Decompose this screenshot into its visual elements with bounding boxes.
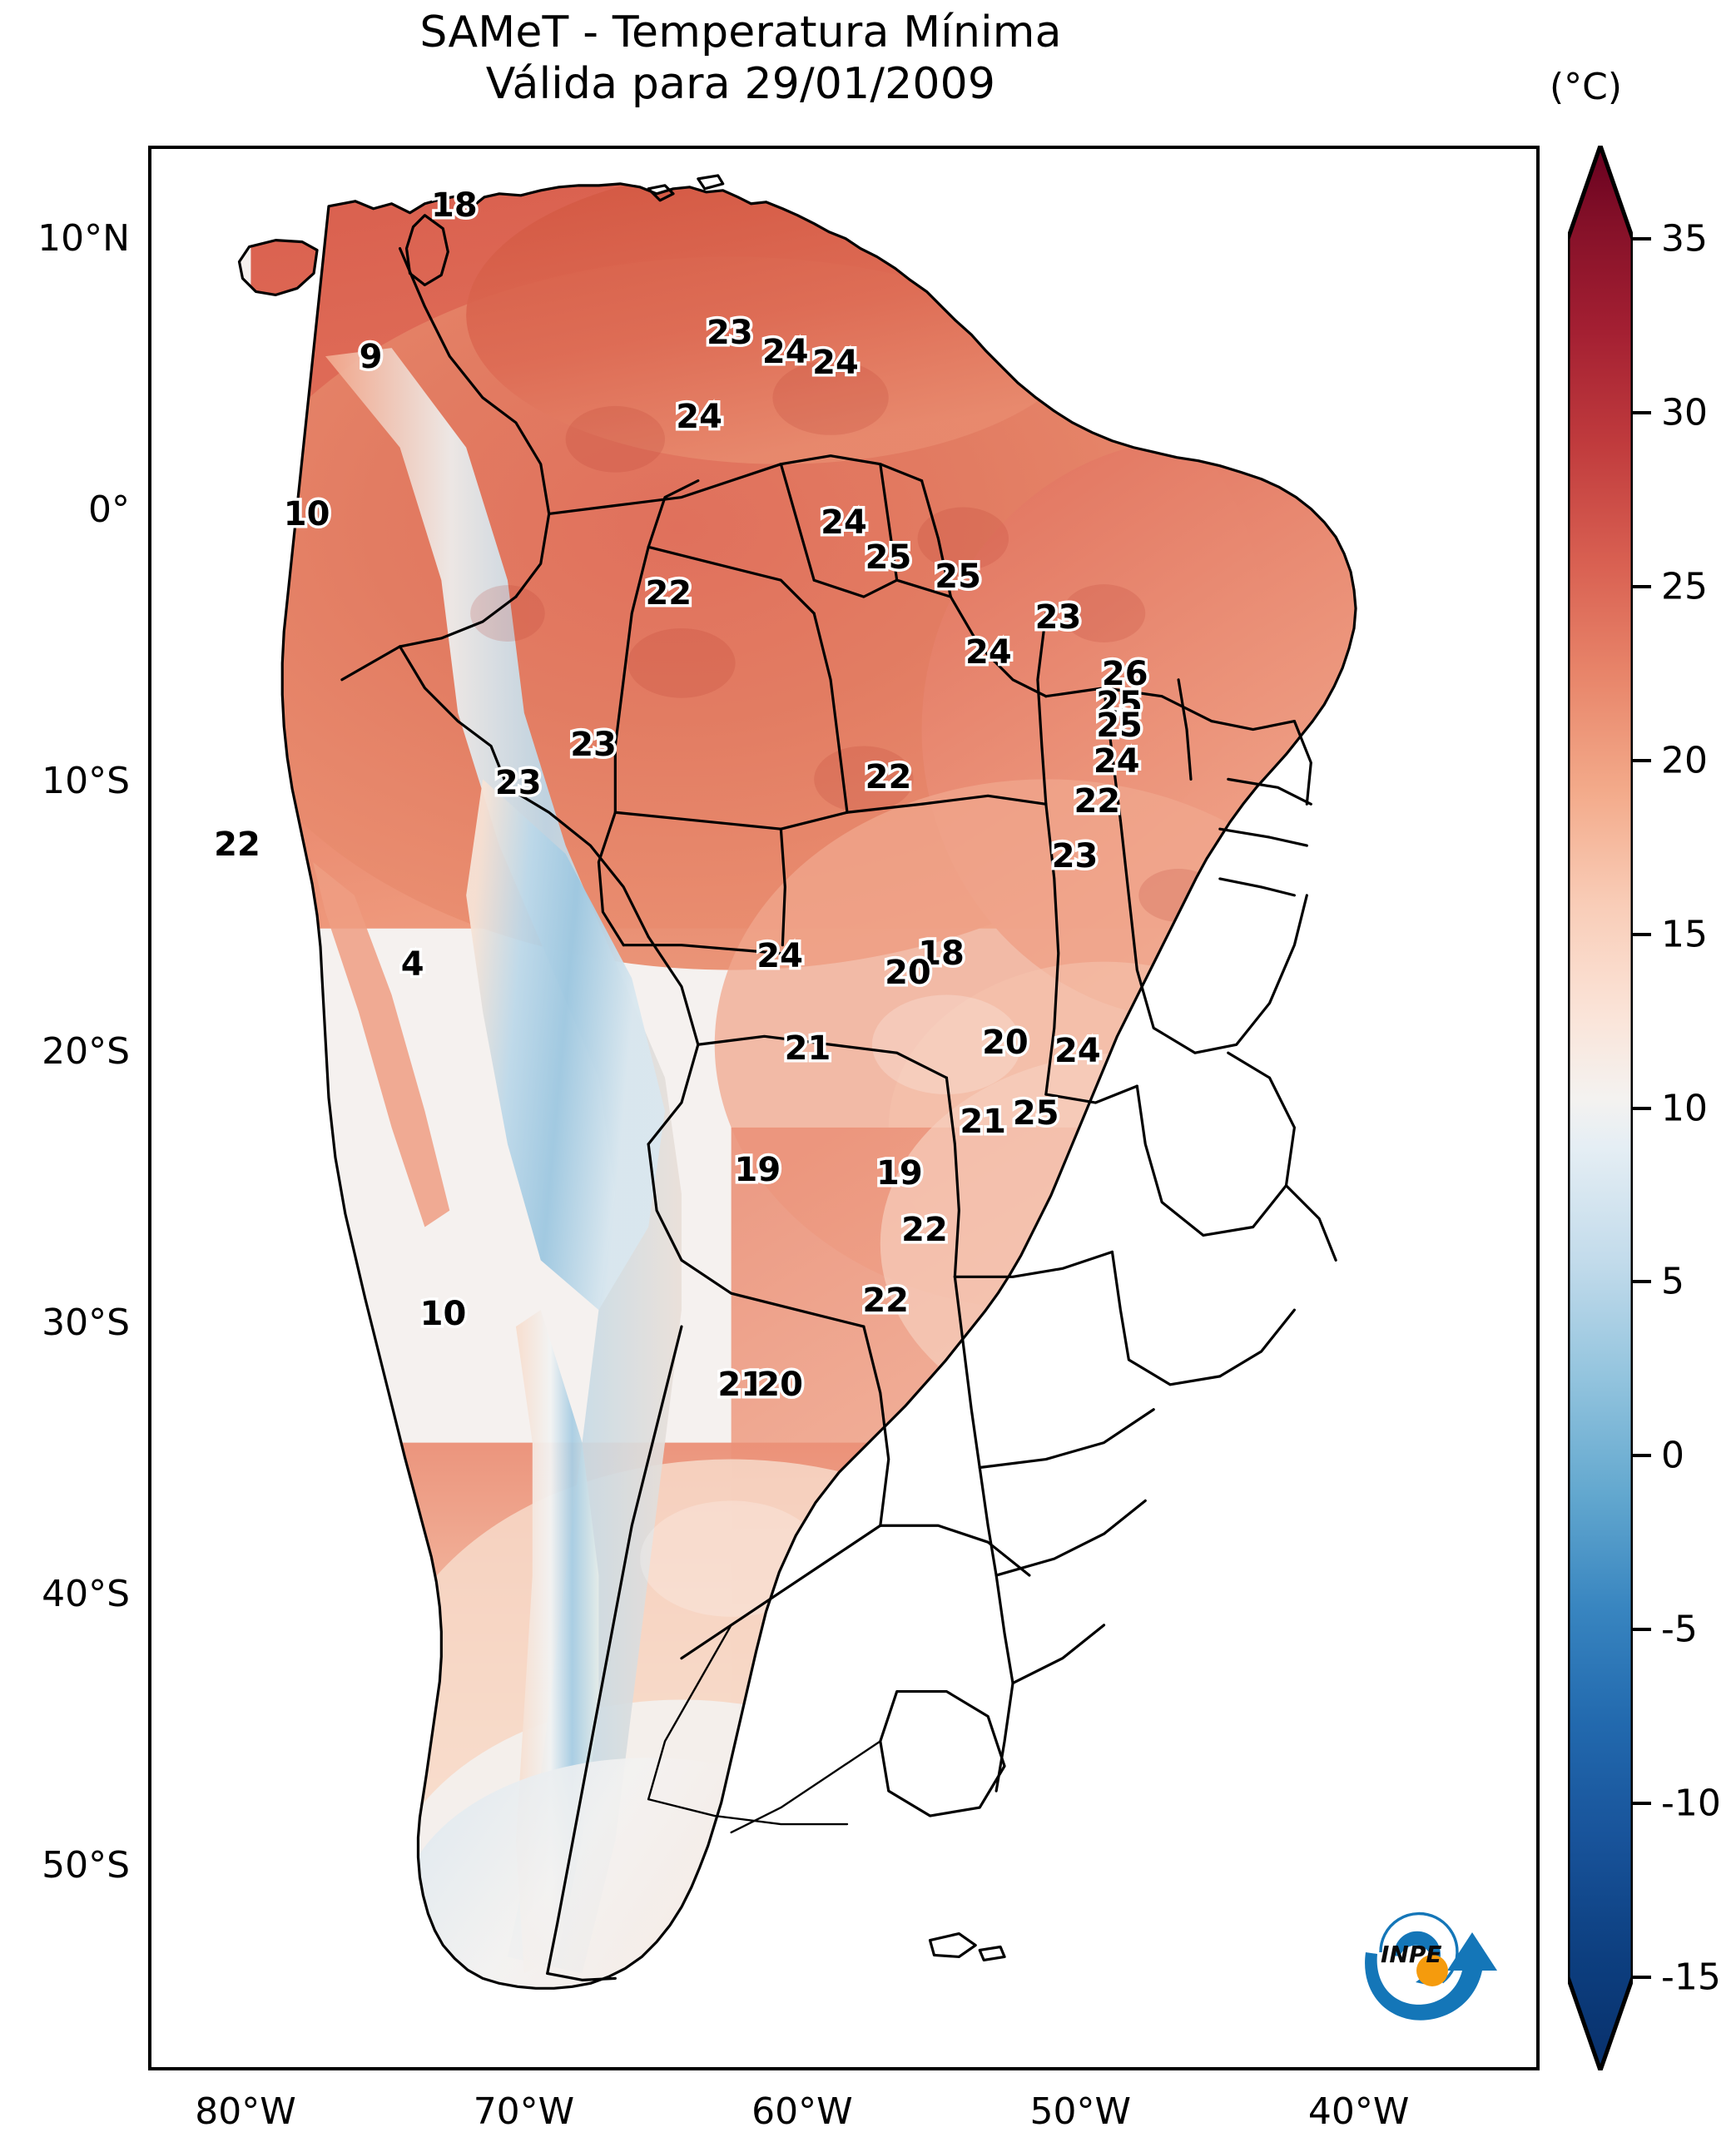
colorbar-tick-label: 15: [1661, 913, 1708, 956]
station-value-label: 21: [957, 1099, 1009, 1143]
colorbar-tick-mark: [1633, 410, 1651, 414]
title-line-2: Válida para 29/01/2009: [485, 59, 996, 110]
station-value-label: 23: [492, 761, 544, 805]
station-value-label: 22: [211, 823, 264, 867]
colorbar-tick-mark: [1633, 1454, 1651, 1458]
colorbar-tick-label: 25: [1661, 565, 1708, 608]
title-line-1: SAMeT - Temperatura Mínima: [419, 7, 1062, 57]
y-tick-label: 0°: [88, 488, 130, 531]
colorbar-tick-label: 0: [1661, 1434, 1684, 1477]
colorbar-tick-mark: [1633, 758, 1651, 762]
station-value-label: 25: [1009, 1092, 1062, 1136]
x-tick-label: 50°W: [1029, 2090, 1131, 2133]
colorbar-tick-mark: [1633, 1280, 1651, 1284]
colorbar-tick-mark: [1633, 584, 1651, 588]
inpe-wordmark: INPE: [1381, 1941, 1442, 1968]
station-value-label: 23: [1049, 834, 1101, 878]
station-value-label: 24: [754, 935, 806, 979]
colorbar-tick-label: -10: [1661, 1782, 1721, 1825]
colorbar-gradient: [1568, 146, 1633, 2070]
colorbar-tick-mark: [1633, 1802, 1651, 1806]
colorbar-tick-mark: [1633, 1976, 1651, 1979]
colorbar-tick-label: -5: [1661, 1608, 1698, 1651]
y-tick-label: 30°S: [42, 1302, 130, 1345]
colorbar-unit-label: (°C): [1550, 66, 1623, 108]
station-value-label: 21: [781, 1026, 834, 1070]
station-value-label: 19: [732, 1148, 784, 1193]
colorbar-tick-mark: [1633, 237, 1651, 240]
colorbar-tick-label: 10: [1661, 1087, 1708, 1129]
station-value-label: 23: [704, 310, 756, 355]
station-value-label: 24: [759, 330, 811, 374]
station-value-label: 24: [818, 500, 870, 544]
station-value-label: 24: [963, 631, 1015, 675]
station-value-label: 24: [1090, 739, 1143, 783]
south-america-temperature-map: [237, 174, 1357, 1990]
coastline-and-borders: [237, 174, 1357, 1990]
colorbar-tick-label: 35: [1661, 217, 1708, 260]
station-value-label: 24: [1052, 1029, 1104, 1074]
station-value-label: 25: [1094, 704, 1146, 748]
colorbar-tick-mark: [1633, 1628, 1651, 1632]
station-value-label: 25: [932, 554, 985, 598]
y-tick-label: 40°S: [42, 1572, 130, 1615]
station-value-label: 23: [1032, 595, 1084, 639]
station-value-label: 22: [862, 756, 915, 800]
station-value-label: 18: [429, 183, 481, 227]
station-value-label: 22: [642, 571, 695, 615]
station-value-label: 19: [874, 1151, 926, 1195]
colorbar[interactable]: (°C): [1550, 66, 1734, 2070]
station-value-label: 9: [356, 335, 385, 379]
station-value-label: 22: [860, 1278, 912, 1322]
y-tick-label: 10°N: [37, 217, 130, 260]
station-value-label: 10: [280, 493, 333, 537]
station-value-label: 23: [568, 722, 620, 766]
orange-circle-icon: [1416, 1955, 1448, 1986]
x-tick-label: 40°W: [1307, 2090, 1410, 2133]
y-tick-label: 50°S: [42, 1843, 130, 1887]
x-tick-label: 70°W: [473, 2090, 575, 2133]
swoosh-arrow-icon: [1365, 1932, 1497, 2021]
station-value-label: 26: [1099, 652, 1151, 697]
chart-title: SAMeT - Temperatura Mínima Válida para 2…: [0, 7, 1481, 111]
colorbar-tick-label: 30: [1661, 391, 1708, 434]
x-tick-label: 60°W: [751, 2090, 853, 2133]
colorbar-tick-label: -15: [1661, 1956, 1721, 1999]
map-plot-area: [148, 146, 1540, 2070]
colorbar-tick-mark: [1633, 1106, 1651, 1110]
inpe-logo: INPE: [1334, 1872, 1500, 2039]
station-value-label: 22: [899, 1208, 951, 1252]
station-value-label: 20: [980, 1021, 1032, 1065]
station-value-label: 22: [1071, 780, 1123, 824]
station-value-label: 20: [882, 950, 935, 994]
station-value-label: 10: [417, 1292, 469, 1336]
station-value-label: 21: [715, 1362, 767, 1406]
x-tick-label: 80°W: [195, 2090, 296, 2133]
temperature-raster: [239, 183, 1357, 1989]
colorbar-tick-mark: [1633, 932, 1651, 936]
station-value-label: 24: [673, 394, 726, 439]
y-tick-label: 20°S: [42, 1030, 130, 1074]
station-value-label: 4: [398, 942, 427, 986]
colorbar-tick-label: 5: [1661, 1260, 1684, 1303]
station-value-label: 20: [754, 1362, 806, 1406]
colorbar-tick-label: 20: [1661, 739, 1708, 782]
station-value-label: 18: [915, 931, 968, 975]
station-value-label: 25: [1094, 682, 1146, 726]
station-value-label: 24: [810, 340, 862, 384]
station-value-label: 25: [862, 536, 915, 580]
y-tick-label: 10°S: [42, 759, 130, 802]
